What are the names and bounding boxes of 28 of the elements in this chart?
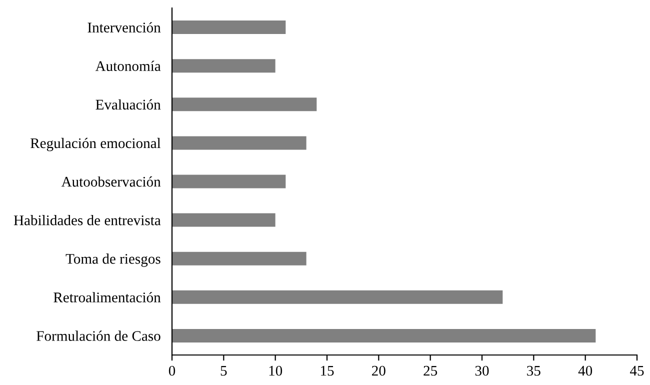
y-tick-label: Autoobservación — [61, 176, 161, 187]
y-tick-label: Formulación de Caso — [36, 330, 160, 341]
x-tick-label: 45 — [630, 366, 644, 376]
x-tick-label: 20 — [372, 366, 386, 376]
bar — [172, 98, 317, 112]
bar — [172, 174, 286, 188]
bar — [172, 136, 306, 150]
bar — [172, 59, 276, 73]
x-tick-label: 0 — [168, 366, 176, 376]
y-tick-label: Autonomía — [95, 60, 161, 72]
y-tick-label: Evaluación — [96, 99, 161, 110]
y-tick-label: Retroalimentación — [54, 292, 161, 302]
bar — [172, 213, 276, 227]
x-tick-label: 30 — [475, 366, 489, 376]
bar — [172, 328, 596, 342]
x-tick-label: 40 — [578, 366, 592, 376]
y-tick-label: Toma de riesgos — [66, 254, 160, 267]
bar — [172, 20, 286, 34]
x-tick-label: 5 — [220, 366, 227, 376]
x-tick-label: 25 — [424, 366, 438, 376]
x-tick-label: 15 — [320, 366, 334, 376]
y-tick-label: Regulación emocional — [30, 138, 161, 152]
bar — [172, 252, 306, 266]
y-tick-label: Habilidades de entrevista — [14, 214, 161, 226]
x-tick-label: 10 — [269, 366, 282, 376]
y-tick-label: Intervención — [88, 22, 161, 32]
bar — [172, 290, 503, 304]
x-tick-label: 35 — [527, 366, 540, 376]
